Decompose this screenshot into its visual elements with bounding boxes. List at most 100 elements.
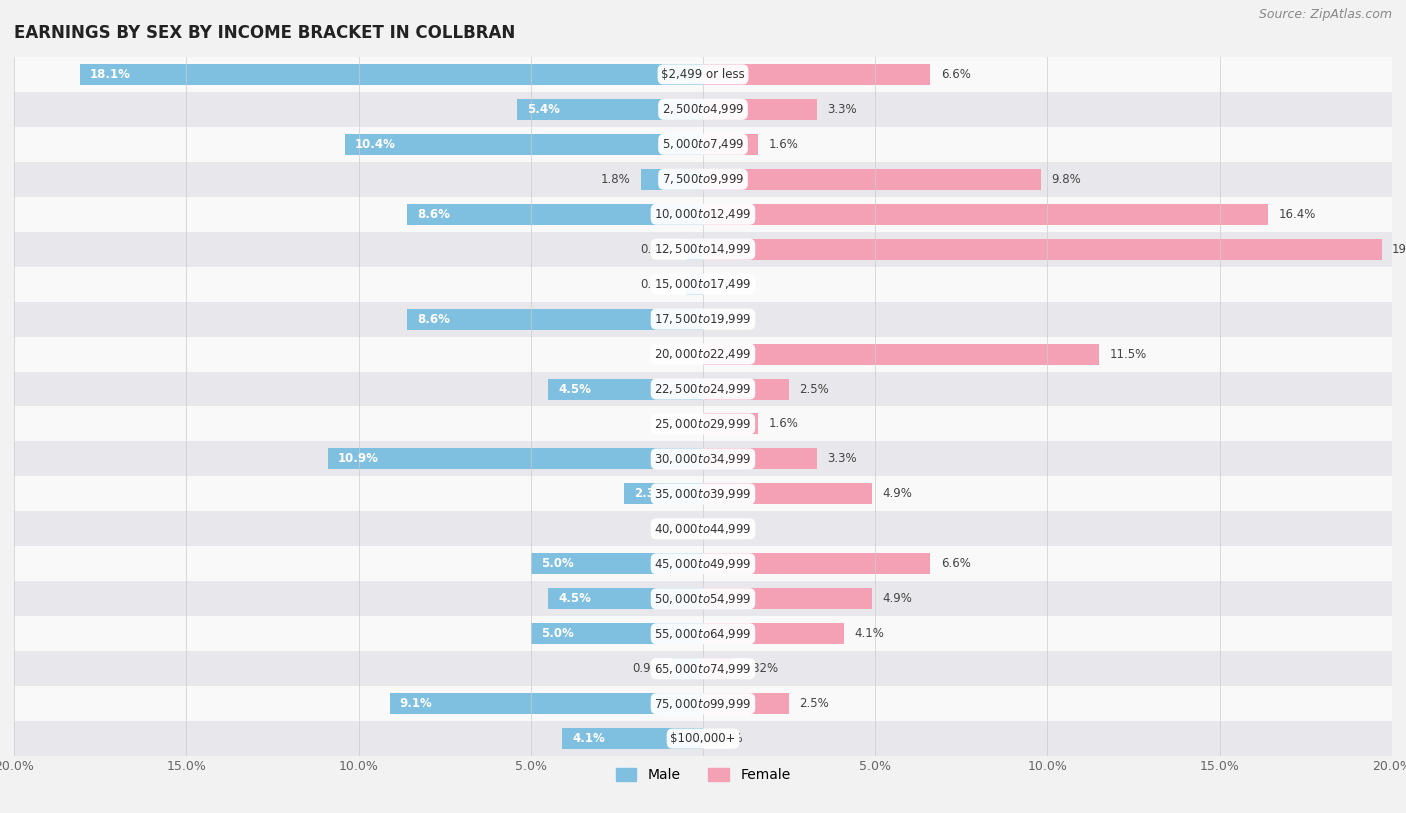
Text: 9.1%: 9.1%: [399, 698, 433, 710]
Bar: [14, 406, 1392, 441]
Bar: [703, 169, 1040, 189]
Bar: [624, 484, 703, 504]
Text: 8.6%: 8.6%: [418, 313, 450, 325]
Text: 6.6%: 6.6%: [941, 68, 970, 80]
Bar: [344, 134, 703, 154]
Bar: [14, 651, 1392, 686]
Text: 0.9%: 0.9%: [631, 663, 662, 675]
Bar: [14, 127, 1392, 162]
Text: 19.7%: 19.7%: [1392, 243, 1406, 255]
Text: $45,000 to $49,999: $45,000 to $49,999: [654, 557, 752, 571]
Text: 16.4%: 16.4%: [1278, 208, 1316, 220]
Text: 11.5%: 11.5%: [1109, 348, 1147, 360]
Bar: [14, 511, 1392, 546]
Text: 1.6%: 1.6%: [769, 138, 799, 150]
Bar: [688, 239, 703, 259]
Text: 5.0%: 5.0%: [541, 628, 574, 640]
Text: 6.6%: 6.6%: [941, 558, 970, 570]
Text: $100,000+: $100,000+: [671, 733, 735, 745]
Bar: [703, 379, 789, 399]
Text: $65,000 to $74,999: $65,000 to $74,999: [654, 662, 752, 676]
Text: 0.0%: 0.0%: [713, 523, 742, 535]
Text: 9.8%: 9.8%: [1050, 173, 1081, 185]
Bar: [531, 624, 703, 644]
Bar: [703, 554, 931, 574]
Text: 10.4%: 10.4%: [356, 138, 396, 150]
Text: $2,499 or less: $2,499 or less: [661, 68, 745, 80]
Text: 0.82%: 0.82%: [741, 663, 779, 675]
Bar: [14, 232, 1392, 267]
Text: 4.1%: 4.1%: [855, 628, 884, 640]
Bar: [703, 99, 817, 120]
Text: $25,000 to $29,999: $25,000 to $29,999: [654, 417, 752, 431]
Text: $30,000 to $34,999: $30,000 to $34,999: [654, 452, 752, 466]
Bar: [548, 589, 703, 609]
Bar: [562, 728, 703, 749]
Bar: [531, 554, 703, 574]
Text: 1.6%: 1.6%: [769, 418, 799, 430]
Text: 0.0%: 0.0%: [713, 733, 742, 745]
Text: 0.0%: 0.0%: [664, 523, 693, 535]
Bar: [641, 169, 703, 189]
Text: 4.5%: 4.5%: [558, 383, 591, 395]
Bar: [688, 274, 703, 294]
Bar: [703, 693, 789, 714]
Bar: [703, 204, 1268, 224]
Bar: [703, 344, 1099, 364]
Bar: [14, 267, 1392, 302]
Bar: [703, 589, 872, 609]
Text: $17,500 to $19,999: $17,500 to $19,999: [654, 312, 752, 326]
Bar: [14, 57, 1392, 92]
Bar: [703, 624, 844, 644]
Text: 5.4%: 5.4%: [527, 103, 560, 115]
Bar: [703, 414, 758, 434]
Bar: [548, 379, 703, 399]
Text: 4.5%: 4.5%: [558, 593, 591, 605]
Bar: [389, 693, 703, 714]
Bar: [14, 92, 1392, 127]
Text: 0.45%: 0.45%: [640, 243, 678, 255]
Text: 0.0%: 0.0%: [713, 278, 742, 290]
Text: 2.5%: 2.5%: [800, 383, 830, 395]
Bar: [14, 616, 1392, 651]
Text: 3.3%: 3.3%: [827, 103, 856, 115]
Bar: [406, 204, 703, 224]
Bar: [672, 659, 703, 679]
Bar: [703, 449, 817, 469]
Text: $22,500 to $24,999: $22,500 to $24,999: [654, 382, 752, 396]
Text: $75,000 to $99,999: $75,000 to $99,999: [654, 697, 752, 711]
Text: $2,500 to $4,999: $2,500 to $4,999: [662, 102, 744, 116]
Text: 18.1%: 18.1%: [90, 68, 131, 80]
Text: $55,000 to $64,999: $55,000 to $64,999: [654, 627, 752, 641]
Text: $20,000 to $22,499: $20,000 to $22,499: [654, 347, 752, 361]
Bar: [14, 372, 1392, 406]
Text: $40,000 to $44,999: $40,000 to $44,999: [654, 522, 752, 536]
Text: $35,000 to $39,999: $35,000 to $39,999: [654, 487, 752, 501]
Text: $15,000 to $17,499: $15,000 to $17,499: [654, 277, 752, 291]
Bar: [14, 476, 1392, 511]
Bar: [14, 721, 1392, 756]
Text: 5.0%: 5.0%: [541, 558, 574, 570]
Text: 0.45%: 0.45%: [640, 278, 678, 290]
Bar: [703, 484, 872, 504]
Text: 4.1%: 4.1%: [572, 733, 605, 745]
Text: 2.5%: 2.5%: [800, 698, 830, 710]
Text: 4.9%: 4.9%: [882, 593, 912, 605]
Text: $7,500 to $9,999: $7,500 to $9,999: [662, 172, 744, 186]
Bar: [328, 449, 703, 469]
Bar: [14, 197, 1392, 232]
Bar: [703, 239, 1382, 259]
Bar: [14, 302, 1392, 337]
Text: $50,000 to $54,999: $50,000 to $54,999: [654, 592, 752, 606]
Bar: [406, 309, 703, 329]
Text: $5,000 to $7,499: $5,000 to $7,499: [662, 137, 744, 151]
Bar: [703, 64, 931, 85]
Text: 1.8%: 1.8%: [600, 173, 631, 185]
Text: $10,000 to $12,499: $10,000 to $12,499: [654, 207, 752, 221]
Text: EARNINGS BY SEX BY INCOME BRACKET IN COLLBRAN: EARNINGS BY SEX BY INCOME BRACKET IN COL…: [14, 24, 516, 42]
Text: Source: ZipAtlas.com: Source: ZipAtlas.com: [1258, 8, 1392, 21]
Text: 8.6%: 8.6%: [418, 208, 450, 220]
Bar: [14, 581, 1392, 616]
Legend: Male, Female: Male, Female: [610, 763, 796, 788]
Bar: [703, 134, 758, 154]
